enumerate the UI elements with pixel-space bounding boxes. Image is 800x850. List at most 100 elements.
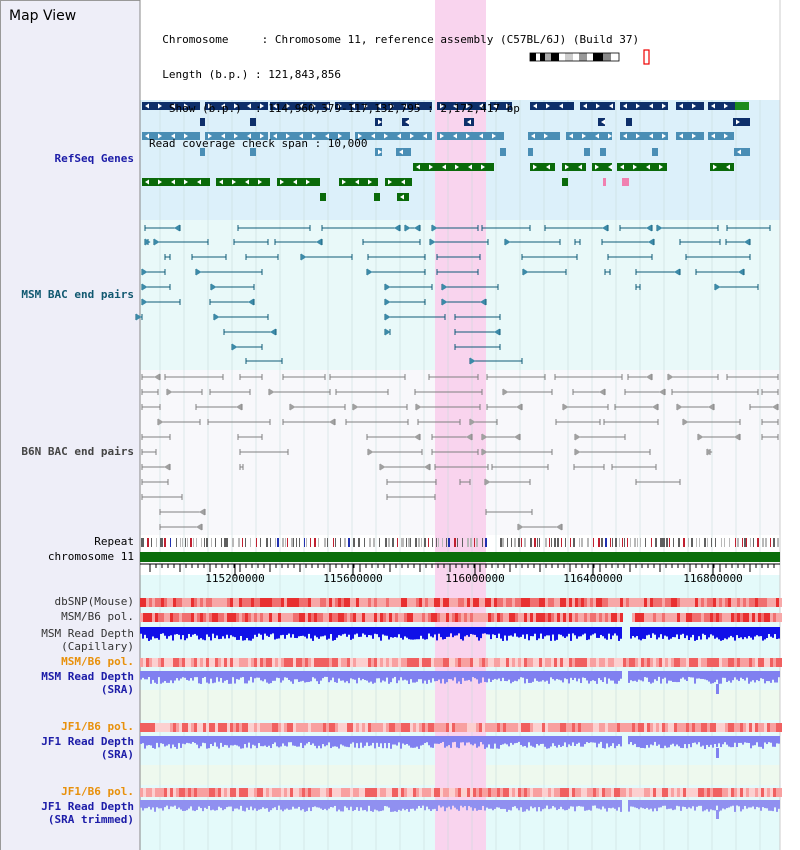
msm-depth-capillary-bar [476,627,478,638]
dbsnp-heat-cell [572,598,575,607]
msm-depth-capillary-bar [694,627,696,641]
msm-depth-capillary-bar [394,627,396,637]
jf1-b6-pol-trimmed-cell [701,788,704,797]
msm-bac-end-marker [494,328,500,336]
repeat-element [344,538,346,547]
jf1-b6-pol-cell [158,723,161,732]
repeat-element [446,538,447,547]
jf1-depth-trimmed-bar [446,800,448,808]
msm-b6-pol-cell [530,613,533,622]
gene-strand-arrow [466,133,470,139]
dbsnp-heat-cell [506,598,509,607]
jf1-depth-trimmed-bar [150,800,152,810]
jf1-depth-sra-bar [208,736,210,749]
msm-b6-pol-cell [557,613,560,622]
msm-b6-pol-sra-cell [698,658,701,667]
msm-depth-capillary-bar [716,627,718,638]
repeat-element [408,538,410,547]
msm-b6-pol-cell [716,613,719,622]
jf1-b6-pol-cell [779,723,782,732]
gene-strand-arrow [171,103,175,109]
jf1-depth-trimmed-bar [388,800,390,808]
jf1-b6-pol-trimmed-cell [269,788,272,797]
repeat-element [403,538,404,547]
b6n-bac-end-marker [199,508,205,516]
jf1-b6-pol-cell [593,723,596,732]
jf1-b6-pol-trimmed-cell [260,788,263,797]
jf1-b6-pol-trimmed-cell [578,788,581,797]
gene-strand-arrow [273,133,277,139]
track-label-b6n-bac[interactable]: B6N BAC end pairs [21,445,134,458]
jf1-depth-sra-bar [194,736,196,744]
track-label-jf1-b6-pol-1[interactable]: JF1/B6 pol. [61,720,134,733]
msm-depth-capillary-bar [170,627,172,636]
msm-depth-sra-bar [766,671,768,682]
gene-strand-arrow [440,133,444,139]
gene-strand-arrow [595,164,599,170]
gene-strand-arrow [466,103,470,109]
jf1-b6-pol-trimmed-cell [698,788,701,797]
repeat-element [436,538,437,547]
msm-depth-capillary-bar [248,627,250,641]
msm-depth-capillary-bar [520,627,522,637]
jf1-depth-sra-bar [478,736,480,747]
msm-depth-capillary-bar [698,627,700,637]
jf1-depth-sra-bar [640,736,642,748]
jf1-depth-trimmed-bar [178,800,180,808]
jf1-b6-pol-cell [716,723,719,732]
jf1-b6-pol-trimmed-cell [287,788,290,797]
track-label-jf1-depth-sra[interactable]: JF1 Read Depth [41,735,134,748]
dbsnp-heat-cell [767,598,770,607]
dbsnp-heat-cell [338,598,341,607]
msm-b6-pol-sra-cell [164,658,167,667]
dbsnp-heat-cell [374,598,377,607]
msm-depth-capillary-bar [346,627,348,637]
msm-depth-sra-bar [196,671,198,678]
msm-depth-capillary-bar [740,627,742,638]
jf1-depth-trimmed-bar [616,800,618,811]
msm-depth-sra-bar [538,671,540,682]
jf1-depth-trimmed-bar [172,800,174,807]
gene-strand-arrow [662,103,666,109]
repeat-element [285,538,286,547]
jf1-depth-trimmed-bar [190,800,192,807]
msm-depth-sra-bar [154,671,156,683]
jf1-b6-pol-trimmed-cell [299,788,302,797]
gene-strand-arrow [506,103,510,109]
track-label-msm-b6-pol-1[interactable]: MSM/B6 pol. [61,610,134,623]
track-label-msm-bac[interactable]: MSM BAC end pairs [21,288,134,301]
track-label-msm-depth-sra[interactable]: MSM Read Depth [41,670,134,683]
jf1-depth-sra-bar [266,736,268,747]
jf1-b6-pol-trimmed-cell [362,788,365,797]
msm-b6-pol-sra-cell [551,658,554,667]
track-label-jf1-b6-pol-2[interactable]: JF1/B6 pol. [61,785,134,798]
track-label-msm-b6-pol-2[interactable]: MSM/B6 pol. [61,655,134,668]
repeat-element [373,538,375,547]
jf1-b6-pol-cell [323,723,326,732]
jf1-b6-pol-cell [299,723,302,732]
track-label-repeat[interactable]: Repeat [94,535,134,548]
track-label-dbsnp[interactable]: dbSNP(Mouse) [54,595,134,608]
jf1-b6-pol-trimmed-cell [644,788,647,797]
jf1-b6-pol-cell [173,723,176,732]
msm-depth-capillary-bar [616,627,618,636]
msm-b6-pol-sra-cell [326,658,329,667]
gene-strand-arrow [401,179,405,185]
msm-b6-pol-cell [188,613,191,622]
msm-depth-sra-bar [214,671,216,683]
track-label-chromosome[interactable]: chromosome 11 [47,550,134,563]
jf1-b6-pol-trimmed-cell [437,788,440,797]
track-label-refseq[interactable]: RefSeq Genes [54,152,134,165]
msm-b6-pol-sra-cell [527,658,530,667]
msm-depth-capillary-bar [416,627,418,640]
msm-b6-pol-cell [275,613,278,622]
track-label-msm-depth-capillary[interactable]: MSM Read Depth [41,627,134,640]
jf1-depth-trimmed-bar [194,800,196,812]
msm-b6-pol-sra-cell [284,658,287,667]
jf1-depth-trimmed-bar [174,800,176,806]
track-label-jf1-depth-trimmed[interactable]: JF1 Read Depth [41,800,134,813]
jf1-b6-pol-cell [209,723,212,732]
repeat-element [729,538,730,547]
jf1-b6-pol-cell [308,723,311,732]
